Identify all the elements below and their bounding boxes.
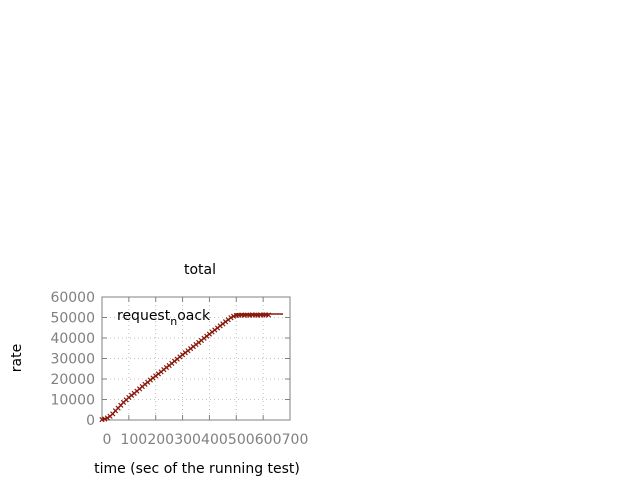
y-tick-label: 10000 [50,393,95,409]
x-tick-label: 300 [174,432,201,448]
series-line [101,314,269,421]
legend-label: requestnoack [117,308,211,328]
x-tick-label: 0 [103,432,112,448]
legend: requestnoack [117,308,283,328]
data-point-marker [104,415,110,421]
x-tick-label: 500 [228,432,255,448]
x-tick-label: 600 [255,432,282,448]
legend-label-part-1: request [117,308,171,324]
grid-lines [102,297,290,420]
y-tick-label: 0 [86,413,95,429]
y-tick-label: 20000 [50,372,95,388]
series-layer [99,312,272,423]
data-point-marker [228,315,234,321]
y-tick-label: 50000 [50,311,95,327]
y-tick-label: 40000 [50,331,95,347]
y-tick-label: 30000 [50,352,95,368]
y-axis-label: rate [9,344,25,372]
y-tick-label: 60000 [50,290,95,306]
x-tick-label: 400 [201,432,228,448]
x-tick-label: 700 [282,432,309,448]
x-axis-label: time (sec of the running test) [94,461,300,477]
x-tick-label: 100 [120,432,147,448]
legend-label-part-2: oack [177,308,211,324]
legend-label-subscript: n [170,315,177,328]
chart-title: total [184,262,216,278]
tick-labels: 0 10000 20000 30000 40000 50000 60000 0 100 200 30… [50,290,308,448]
x-tick-label: 200 [147,432,174,448]
